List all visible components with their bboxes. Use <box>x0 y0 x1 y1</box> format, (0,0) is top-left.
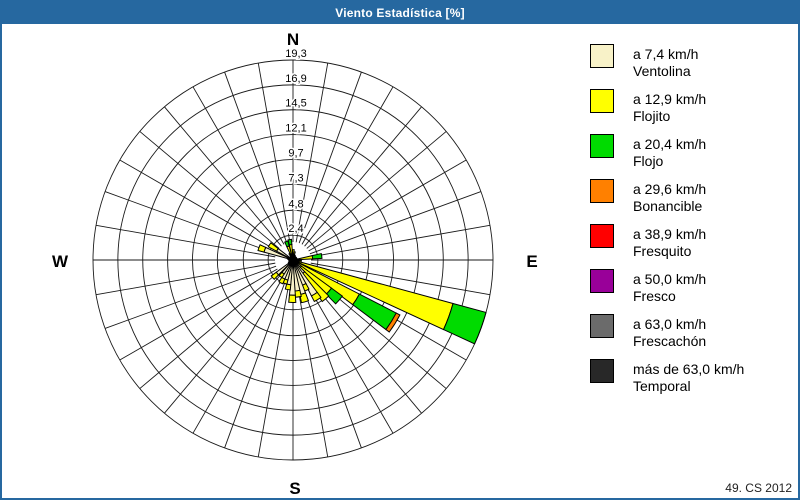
window-title: Viento Estadística [%] <box>335 6 465 20</box>
grid-spoke <box>306 131 447 249</box>
footer-note: 49. CS 2012 <box>725 481 792 495</box>
wind-rose-bar-segment <box>287 238 293 246</box>
grid-spoke <box>164 106 282 247</box>
legend-name: Fresco <box>633 288 676 304</box>
wind-rose-bar-segment <box>288 294 297 303</box>
legend-speed: a 63,0 km/h <box>633 316 707 332</box>
legend-name: Ventolina <box>633 63 691 79</box>
legend-speed: a 7,4 km/h <box>633 46 699 62</box>
grid-spoke <box>224 71 288 244</box>
wind-rose-bar-segment <box>325 287 344 305</box>
wind-rose-bar-segment <box>311 252 323 260</box>
legend-swatch-flojito <box>590 89 614 113</box>
wind-rose-bar-segment <box>288 252 292 258</box>
wind-rose-bar-segment <box>310 291 322 303</box>
grid-spoke <box>308 159 467 252</box>
legend-swatch-frescachon <box>590 314 614 338</box>
wind-rose-bar-segment <box>301 271 330 303</box>
grid-spoke <box>164 273 282 414</box>
legend-item-flojito: a 12,9 km/h Flojito <box>590 89 790 126</box>
grid-spoke <box>119 268 278 361</box>
ring-label: 9,7 <box>288 147 303 159</box>
grid-spoke <box>295 277 329 458</box>
legend-item-flojo: a 20,4 km/h Flojo <box>590 134 790 171</box>
grid-spoke <box>304 106 422 247</box>
ring-label: 4,8 <box>288 198 303 210</box>
grid-spoke <box>95 224 276 258</box>
wind-rose-bar-segment <box>297 259 302 263</box>
ring-label: 19,3 <box>285 48 306 60</box>
legend-item-fresco: a 50,0 km/h Fresco <box>590 269 790 306</box>
grid-spoke <box>301 86 394 245</box>
legend-swatch-ventolina <box>590 44 614 68</box>
compass-label-west: W <box>52 252 69 271</box>
legend-name: Flojito <box>633 108 671 124</box>
wind-rose-bar-segment <box>278 271 285 279</box>
legend-speed: a 38,9 km/h <box>633 226 707 242</box>
grid-spoke <box>139 271 280 389</box>
legend-name: Bonancible <box>633 198 703 214</box>
legend-name: Frescachón <box>633 333 707 349</box>
grid-spoke <box>104 265 277 329</box>
legend-swatch-fresquito <box>590 224 614 248</box>
ring-label: 16,9 <box>285 73 306 85</box>
wind-rose-bar-segment <box>442 302 487 345</box>
wind-rose-bar-segment <box>385 312 401 333</box>
grid-spoke <box>257 277 291 458</box>
ring-label: 2,4 <box>288 223 303 235</box>
wind-rose-bar-segment <box>267 242 279 252</box>
grid-spoke <box>309 191 482 255</box>
legend-speed: a 29,6 km/h <box>633 181 707 197</box>
legend-swatch-temporal <box>590 359 614 383</box>
legend-item-frescachon: a 63,0 km/h Frescachón <box>590 314 790 351</box>
ring-label: 7,3 <box>288 172 303 184</box>
grid-spoke <box>257 62 291 243</box>
wind-rose-bar-segment <box>278 276 286 285</box>
wind-speed-legend: a 7,4 km/h Ventolina a 12,9 km/h Flojito… <box>590 44 790 404</box>
legend-swatch-flojo <box>590 134 614 158</box>
grid-spoke <box>104 191 277 255</box>
ring-label: 14,5 <box>285 98 306 110</box>
legend-swatch-bonancible <box>590 179 614 203</box>
legend-item-bonancible: a 29,6 km/h Bonancible <box>590 179 790 216</box>
grid-spoke <box>192 275 285 434</box>
legend-name: Temporal <box>633 378 691 394</box>
grid-spoke <box>298 71 362 244</box>
grid-spoke <box>224 276 288 449</box>
legend-speed: a 12,9 km/h <box>633 91 707 107</box>
wind-rose-bar-segment <box>270 271 280 281</box>
wind-rose-bar-segment <box>257 244 267 253</box>
grid-spoke <box>298 276 362 449</box>
wind-rose-bars <box>257 238 487 345</box>
grid-spoke <box>310 262 491 296</box>
radial-axis-labels: 2,4 4,8 7,3 9,7 12,1 14,5 16,9 19,3 <box>284 47 308 237</box>
chart-area: 2,4 4,8 7,3 9,7 12,1 14,5 16,9 19,3 N E S W a 7… <box>2 24 798 498</box>
legend-swatch-fresco <box>590 269 614 293</box>
compass-label-north: N <box>287 30 299 49</box>
legend-item-fresquito: a 38,9 km/h Fresquito <box>590 224 790 261</box>
grid-spoke <box>192 86 285 245</box>
grid-spoke <box>310 224 491 258</box>
grid-spoke <box>119 159 278 252</box>
wind-rose-bar-segment <box>284 283 292 291</box>
window-titlebar: Viento Estadística [%] <box>2 2 798 24</box>
grid-spoke <box>301 275 394 434</box>
legend-speed: más de 63,0 km/h <box>633 361 745 377</box>
wind-rose-bar-segment <box>299 292 310 304</box>
grid-spoke <box>139 131 280 249</box>
compass-label-east: E <box>526 252 537 271</box>
ring-label: 12,1 <box>285 123 306 135</box>
wind-rose-chart: 2,4 4,8 7,3 9,7 12,1 14,5 16,9 19,3 N E S W <box>52 30 538 498</box>
grid-spoke <box>295 62 329 243</box>
legend-speed: a 20,4 km/h <box>633 136 707 152</box>
legend-name: Flojo <box>633 153 664 169</box>
legend-item-ventolina: a 7,4 km/h Ventolina <box>590 44 790 81</box>
legend-item-temporal: más de 63,0 km/h Temporal <box>590 359 790 396</box>
compass-label-south: S <box>289 479 300 498</box>
legend-name: Fresquito <box>633 243 692 259</box>
legend-speed: a 50,0 km/h <box>633 271 707 287</box>
grid-spoke <box>95 262 276 296</box>
